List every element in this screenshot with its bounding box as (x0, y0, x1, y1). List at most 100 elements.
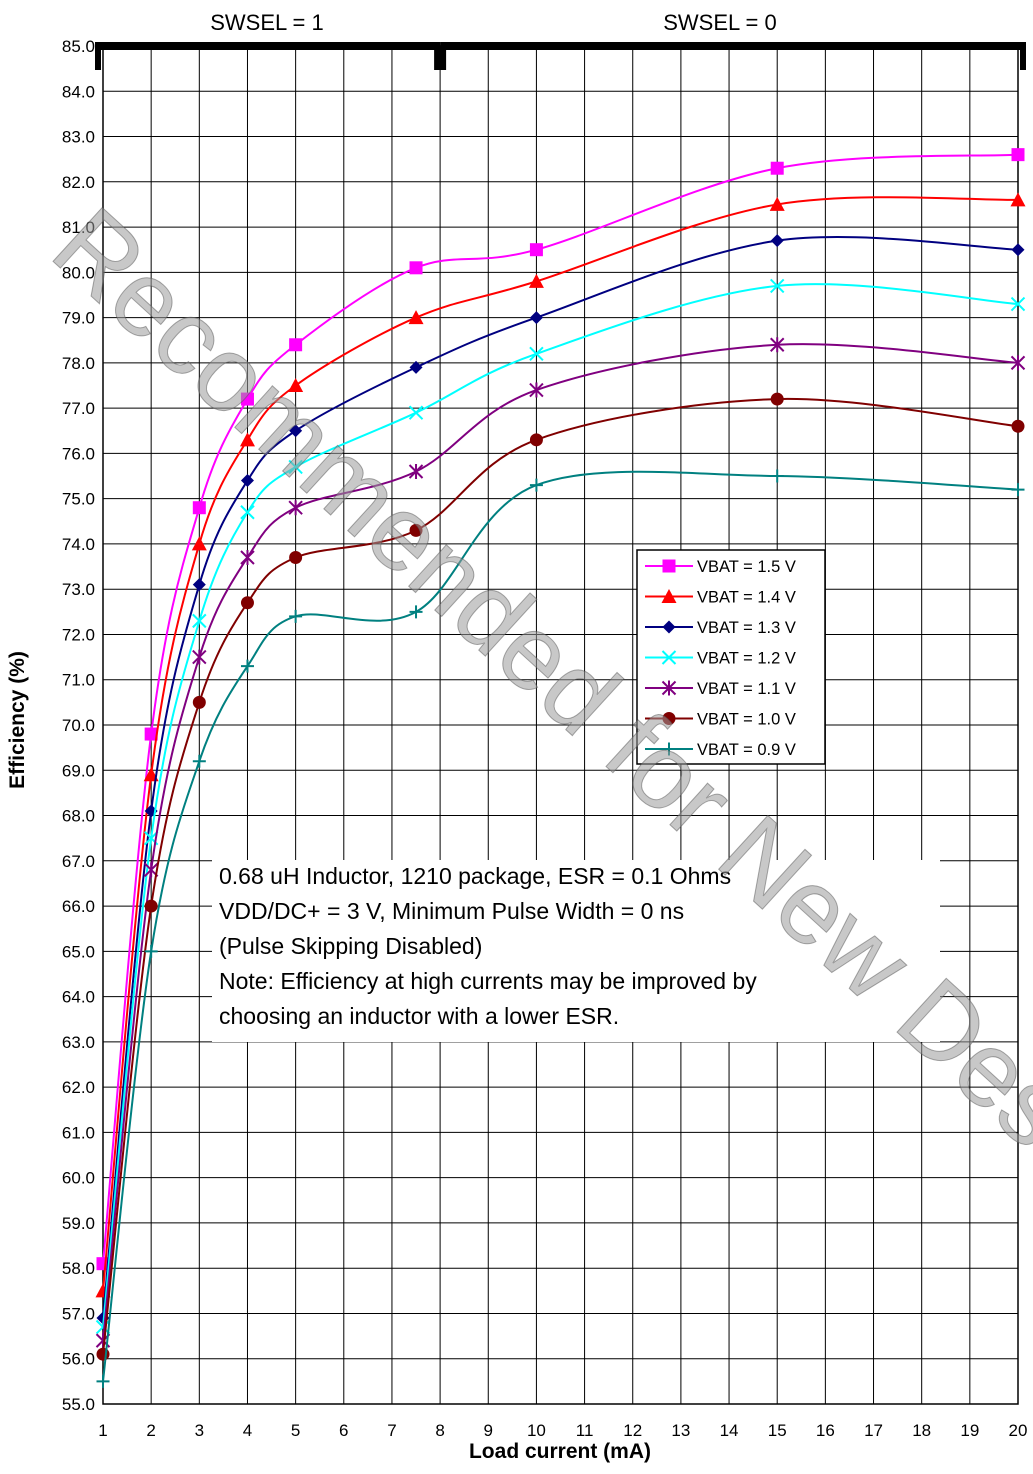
x-tick-label: 4 (243, 1421, 252, 1440)
legend-item-6: VBAT = 1.0 V (645, 711, 796, 729)
data-point (191, 536, 207, 551)
data-point (770, 337, 785, 353)
series-7 (96, 469, 1025, 1388)
y-tick-label: 80.0 (62, 263, 95, 282)
data-point (769, 196, 785, 211)
legend-item-3: VBAT = 1.3 V (645, 619, 796, 637)
series-5 (95, 337, 1026, 1349)
legend-item-2: VBAT = 1.4 V (645, 589, 796, 607)
y-tick-label: 85.0 (62, 37, 95, 56)
data-point (662, 559, 676, 573)
y-tick-label: 81.0 (62, 218, 95, 237)
x-tick-label: 14 (720, 1421, 739, 1440)
data-point (529, 243, 543, 257)
y-tick-label: 59.0 (62, 1214, 95, 1233)
y-tick-label: 78.0 (62, 354, 95, 373)
data-point (192, 578, 206, 592)
x-tick-label: 18 (912, 1421, 931, 1440)
data-point (661, 680, 677, 696)
y-tick-label: 60.0 (62, 1169, 95, 1188)
data-point (1011, 483, 1025, 497)
x-tick-label: 8 (435, 1421, 444, 1440)
x-tick-label: 15 (768, 1421, 787, 1440)
data-point (770, 469, 784, 483)
data-point (144, 944, 158, 958)
legend-item-7: VBAT = 0.9 V (645, 741, 796, 759)
y-tick-label: 83.0 (62, 128, 95, 147)
y-tick-label: 74.0 (62, 535, 95, 554)
y-tick-label: 76.0 (62, 444, 95, 463)
y-tick-label: 75.0 (62, 490, 95, 509)
x-axis-label: Load current (mA) (469, 1440, 651, 1463)
data-point (409, 605, 423, 619)
y-tick-label: 84.0 (62, 82, 95, 101)
data-point (1010, 355, 1026, 371)
data-point (240, 392, 254, 406)
x-tick-label: 7 (387, 1421, 396, 1440)
data-point (240, 596, 254, 610)
series-2 (95, 192, 1026, 1298)
y-tick-label: 72.0 (62, 625, 95, 644)
x-tick-label: 13 (671, 1421, 690, 1440)
data-point (240, 550, 255, 566)
data-point (1011, 148, 1025, 162)
series-3 (96, 234, 1025, 1325)
y-tick-label: 62.0 (62, 1078, 95, 1097)
y-tick-label: 55.0 (62, 1395, 95, 1414)
y-tick-label: 70.0 (62, 716, 95, 735)
data-point (192, 613, 207, 629)
x-tick-label: 20 (1009, 1421, 1028, 1440)
data-point (289, 609, 303, 623)
legend: VBAT = 1.5 V VBAT = 1.4 V VBAT = 1.3 V VBAT… (636, 549, 826, 765)
x-tick-labels: 1 2 3 4 5 6 7 8 9 10 11 12 13 14 15 16 17 18 19 20 (98, 1421, 1027, 1440)
y-tick-label: 64.0 (62, 988, 95, 1007)
y-tick-label: 79.0 (62, 309, 95, 328)
data-point (192, 649, 207, 665)
data-point (529, 311, 543, 325)
data-point (289, 424, 303, 438)
data-point (289, 551, 303, 565)
y-tick-label: 68.0 (62, 807, 95, 826)
data-point (1010, 192, 1026, 207)
y-tick-label: 82.0 (62, 173, 95, 192)
data-point (192, 754, 206, 768)
legend-label: VBAT = 1.0 V (697, 711, 796, 729)
x-tick-label: 17 (864, 1421, 883, 1440)
x-tick-label: 2 (146, 1421, 155, 1440)
data-point (409, 261, 423, 275)
data-point (240, 474, 254, 488)
series-6 (96, 392, 1025, 1361)
annotation-line: Note: Efficiency at high currents may be… (219, 968, 757, 994)
region-label: SWSEL = 1 (210, 10, 324, 35)
data-point (192, 501, 206, 515)
region-2: SWSEL = 0 (440, 10, 1026, 70)
data-point (770, 278, 785, 294)
data-point (240, 659, 254, 673)
legend-label: VBAT = 1.5 V (697, 558, 796, 576)
data-point (1011, 419, 1025, 433)
data-point (408, 464, 424, 480)
data-point (662, 620, 676, 634)
data-point (288, 459, 303, 475)
data-point (409, 523, 423, 537)
y-tick-label: 57.0 (62, 1304, 95, 1323)
data-point (529, 346, 544, 362)
y-tick-label: 69.0 (62, 761, 95, 780)
data-point (239, 432, 255, 447)
data-point (96, 1374, 110, 1388)
y-axis-label: Efficiency (%) (6, 651, 29, 789)
x-tick-label: 3 (195, 1421, 204, 1440)
data-point (144, 899, 158, 913)
data-point (529, 382, 544, 398)
x-tick-label: 12 (623, 1421, 642, 1440)
x-tick-label: 10 (527, 1421, 546, 1440)
y-tick-label: 66.0 (62, 897, 95, 916)
series-4 (95, 278, 1026, 1335)
x-tick-label: 19 (960, 1421, 979, 1440)
data-point (192, 695, 206, 709)
data-point (409, 360, 423, 374)
x-tick-label: 1 (98, 1421, 107, 1440)
data-point (240, 505, 255, 520)
annotation-line: VDD/DC+ = 3 V, Minimum Pulse Width = 0 n… (219, 898, 684, 924)
